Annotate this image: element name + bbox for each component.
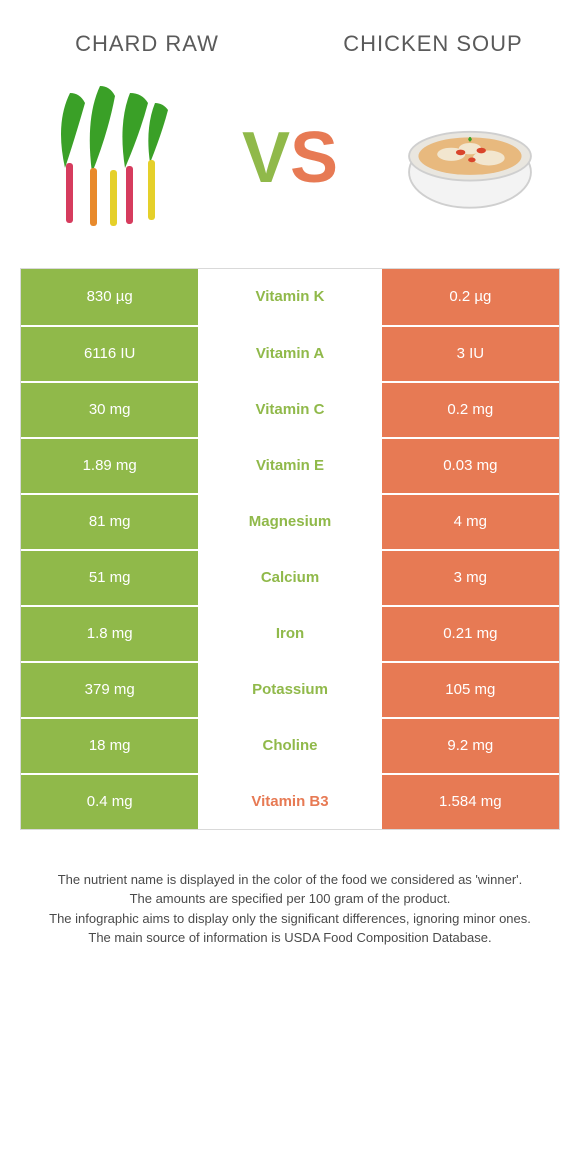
right-value-cell: 105 mg (380, 663, 559, 717)
right-value-cell: 3 IU (380, 327, 559, 381)
table-row: 6116 IUVitamin A3 IU (21, 325, 559, 381)
left-value-cell: 6116 IU (21, 327, 200, 381)
nutrient-name-cell: Vitamin B3 (200, 775, 379, 829)
table-row: 18 mgCholine9.2 mg (21, 717, 559, 773)
header-row: Chard raw Chicken soup (0, 0, 580, 68)
nutrient-name-cell: Calcium (200, 551, 379, 605)
footer-line-4: The main source of information is USDA F… (30, 928, 550, 948)
table-row: 1.89 mgVitamin E0.03 mg (21, 437, 559, 493)
right-value-cell: 0.21 mg (380, 607, 559, 661)
right-value-cell: 9.2 mg (380, 719, 559, 773)
left-value-cell: 18 mg (21, 719, 200, 773)
table-row: 51 mgCalcium3 mg (21, 549, 559, 605)
right-food-title: Chicken soup (316, 30, 550, 58)
left-food-title: Chard raw (30, 30, 264, 58)
right-value-cell: 0.2 mg (380, 383, 559, 437)
nutrient-name-cell: Magnesium (200, 495, 379, 549)
left-value-cell: 1.89 mg (21, 439, 200, 493)
footer-notes: The nutrient name is displayed in the co… (30, 870, 550, 948)
vs-s-letter: S (290, 118, 338, 198)
right-value-cell: 1.584 mg (380, 775, 559, 829)
vs-label: VS (190, 117, 390, 199)
left-value-cell: 81 mg (21, 495, 200, 549)
left-value-cell: 379 mg (21, 663, 200, 717)
images-row: VS (0, 68, 580, 268)
left-value-cell: 30 mg (21, 383, 200, 437)
table-row: 0.4 mgVitamin B31.584 mg (21, 773, 559, 829)
footer-line-3: The infographic aims to display only the… (30, 909, 550, 929)
table-row: 379 mgPotassium105 mg (21, 661, 559, 717)
table-row: 1.8 mgIron0.21 mg (21, 605, 559, 661)
nutrient-name-cell: Potassium (200, 663, 379, 717)
chard-image (30, 78, 190, 238)
nutrient-name-cell: Vitamin C (200, 383, 379, 437)
footer-line-2: The amounts are specified per 100 gram o… (30, 889, 550, 909)
right-value-cell: 0.2 µg (380, 269, 559, 325)
left-value-cell: 1.8 mg (21, 607, 200, 661)
soup-image (390, 78, 550, 238)
table-row: 81 mgMagnesium4 mg (21, 493, 559, 549)
right-value-cell: 3 mg (380, 551, 559, 605)
nutrient-name-cell: Vitamin A (200, 327, 379, 381)
nutrient-name-cell: Iron (200, 607, 379, 661)
infographic-container: Chard raw Chicken soup VS (0, 0, 580, 948)
nutrient-name-cell: Vitamin K (200, 269, 379, 325)
footer-line-1: The nutrient name is displayed in the co… (30, 870, 550, 890)
nutrient-name-cell: Vitamin E (200, 439, 379, 493)
left-value-cell: 51 mg (21, 551, 200, 605)
nutrient-name-cell: Choline (200, 719, 379, 773)
left-value-cell: 830 µg (21, 269, 200, 325)
right-value-cell: 0.03 mg (380, 439, 559, 493)
right-value-cell: 4 mg (380, 495, 559, 549)
table-row: 830 µgVitamin K0.2 µg (21, 269, 559, 325)
vs-v-letter: V (242, 118, 290, 198)
table-row: 30 mgVitamin C0.2 mg (21, 381, 559, 437)
left-value-cell: 0.4 mg (21, 775, 200, 829)
nutrient-table: 830 µgVitamin K0.2 µg6116 IUVitamin A3 I… (20, 268, 560, 830)
